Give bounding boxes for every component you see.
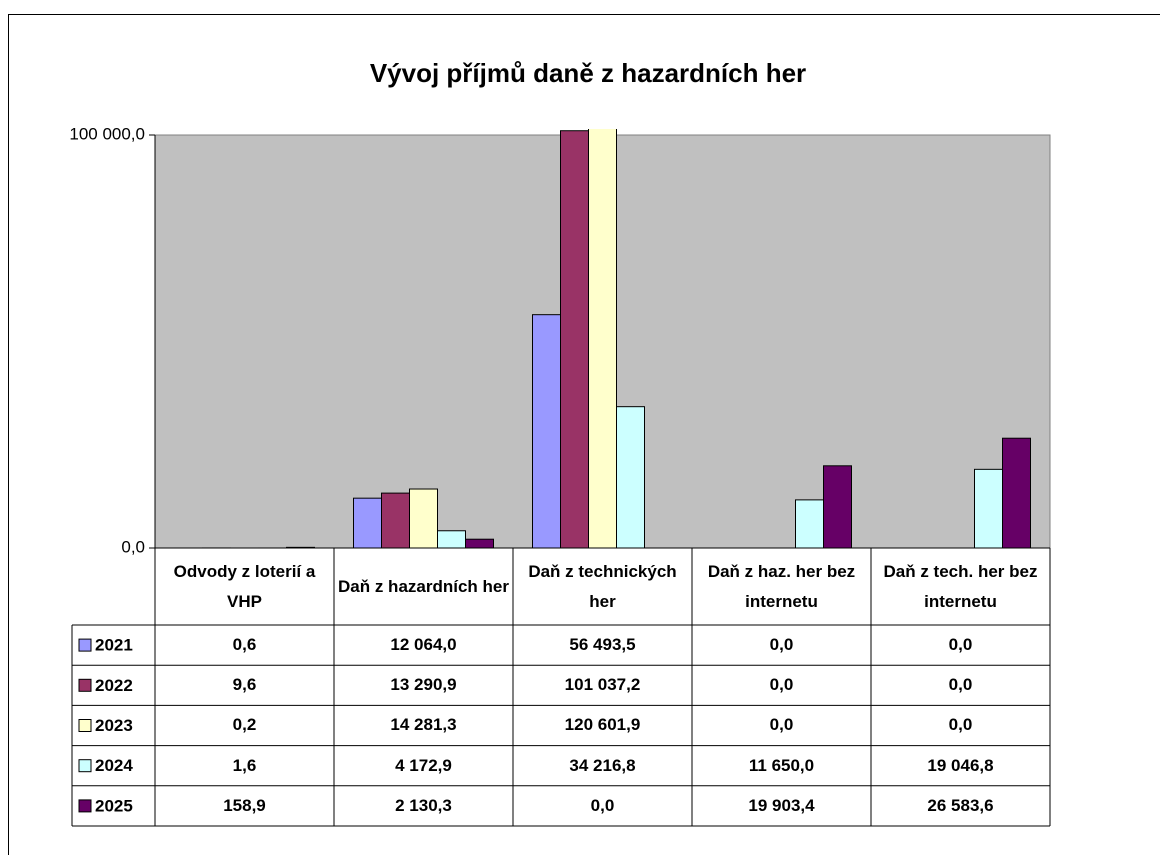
- value-label: 101 037,2: [564, 675, 641, 695]
- bar: [532, 314, 561, 548]
- category-label: Daň z tech. her bez internetu: [883, 561, 1038, 611]
- value-label: 19 903,4: [748, 795, 815, 815]
- legend-label: 2022: [95, 676, 133, 695]
- value-label: 0,0: [590, 795, 615, 815]
- bar: [795, 499, 824, 548]
- value-label: 0,0: [769, 635, 794, 655]
- value-label: 2 130,3: [395, 795, 452, 815]
- legend-key: [78, 799, 92, 813]
- bar: [437, 530, 466, 548]
- category-label: Daň z hazardních her: [338, 576, 509, 596]
- value-label: 14 281,3: [390, 715, 457, 735]
- bar: [409, 488, 438, 548]
- legend-key: [78, 759, 92, 773]
- bar: [465, 538, 494, 548]
- legend-label: 2021: [95, 636, 133, 655]
- value-label: 4 172,9: [395, 755, 452, 775]
- category-label: Daň z technických her: [528, 561, 677, 611]
- y-tick-label: 100 000,0: [69, 124, 145, 143]
- value-label: 0,6: [232, 635, 257, 655]
- legend-key: [78, 638, 92, 652]
- bar: [560, 130, 589, 548]
- legend-label: 2025: [95, 796, 133, 815]
- value-label: 0,0: [769, 675, 794, 695]
- category-label: Daň z haz. her bez internetu: [707, 561, 856, 611]
- bar: [616, 406, 645, 548]
- value-label: 158,9: [223, 795, 266, 815]
- value-label: 12 064,0: [390, 635, 457, 655]
- bars: [174, 129, 1031, 548]
- chart-title: Vývoj příjmů daně z hazardních her: [370, 58, 806, 88]
- bar: [823, 465, 852, 548]
- bar: [1002, 437, 1031, 548]
- value-label: 56 493,5: [569, 635, 636, 655]
- value-label: 26 583,6: [927, 795, 994, 815]
- value-label: 9,6: [232, 675, 257, 695]
- bar: [353, 497, 382, 548]
- value-label: 120 601,9: [564, 715, 641, 735]
- legend-key: [78, 678, 92, 692]
- value-label: 19 046,8: [927, 755, 994, 775]
- legend-key: [78, 719, 92, 732]
- value-label: 0,2: [232, 715, 257, 735]
- chart-frame: [8, 14, 1160, 855]
- value-label: 1,6: [232, 755, 257, 775]
- legend-label: 2023: [95, 716, 133, 735]
- bar: [588, 129, 617, 548]
- y-tick-label: 0,0: [121, 537, 145, 556]
- value-label: 0,0: [769, 715, 794, 735]
- value-label: 34 216,8: [569, 755, 636, 775]
- category-label: Odvody z loterií a VHP: [173, 561, 316, 611]
- value-label: 11 650,0: [748, 755, 815, 775]
- legend-label: 2024: [95, 756, 133, 775]
- bar: [974, 468, 1003, 548]
- value-label: 0,0: [948, 635, 973, 655]
- value-label: 0,0: [948, 715, 973, 735]
- value-label: 0,0: [948, 675, 973, 695]
- value-label: 13 290,9: [390, 675, 457, 695]
- bar: [381, 492, 410, 548]
